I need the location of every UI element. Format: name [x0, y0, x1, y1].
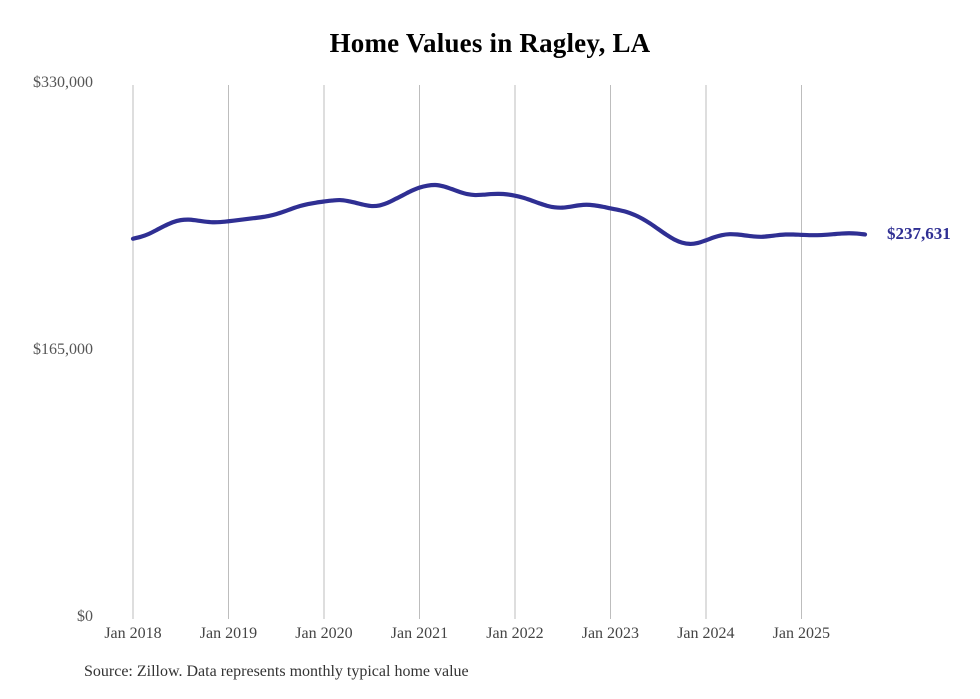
y-axis-tick-label: $330,000: [33, 74, 93, 91]
source-note: Source: Zillow. Data represents monthly …: [84, 663, 469, 680]
x-axis-tick-label: Jan 2025: [772, 625, 830, 642]
x-axis-tick-label: Jan 2023: [581, 625, 640, 642]
x-axis-tick-label: Jan 2021: [390, 625, 449, 642]
x-axis-tick-label: Jan 2019: [199, 625, 258, 642]
y-axis-tick-label: $165,000: [33, 341, 93, 358]
x-axis-tick-label: Jan 2018: [104, 625, 162, 642]
x-axis-tick-label: Jan 2022: [486, 625, 544, 642]
home-value-line: [130, 182, 868, 247]
x-axis-tick-label: Jan 2020: [295, 625, 353, 642]
y-axis-tick-label: $0: [77, 608, 93, 625]
x-axis-tick-label: Jan 2024: [677, 625, 735, 642]
end-value-label: $237,631: [887, 224, 951, 244]
page-title: Home Values in Ragley, LA: [329, 28, 651, 58]
gridlines: [132, 85, 802, 619]
